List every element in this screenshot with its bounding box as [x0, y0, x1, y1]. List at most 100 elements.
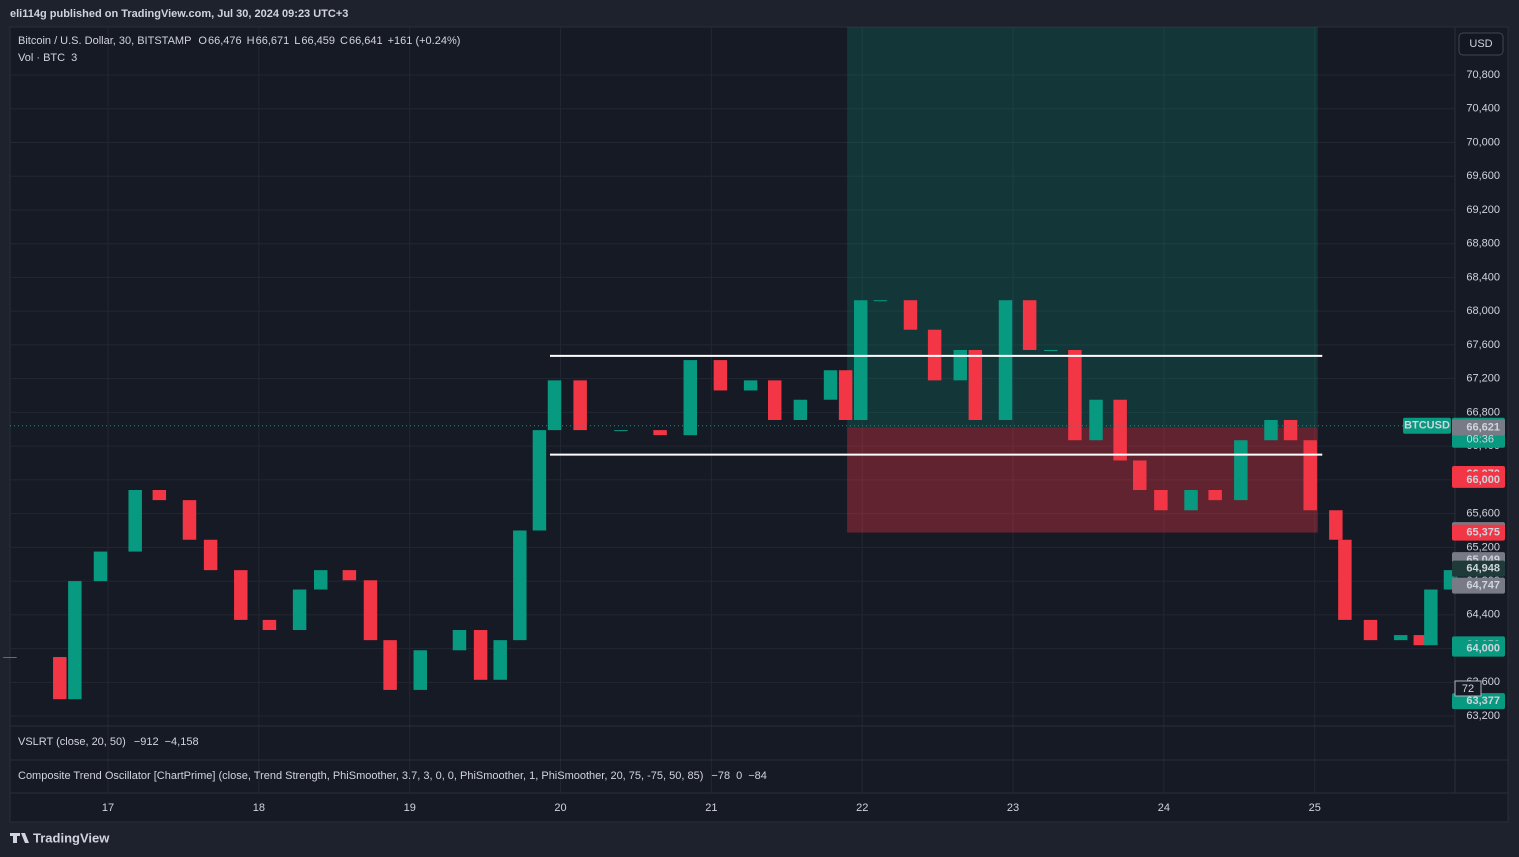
x-tick-label: 22	[856, 802, 868, 814]
candle	[968, 349, 983, 420]
target-zone	[847, 27, 1318, 428]
candle	[547, 380, 562, 431]
candle	[363, 580, 378, 641]
candle	[1424, 589, 1438, 646]
indicator-value: −84	[748, 770, 767, 782]
candle	[342, 570, 357, 581]
candle	[452, 630, 467, 651]
candle	[743, 380, 758, 391]
price-badge-label: 66,621	[1466, 421, 1500, 433]
candle	[313, 570, 328, 590]
x-tick-label: 20	[554, 802, 566, 814]
legend-item: 66,459	[301, 35, 335, 47]
y-tick-label: 66,800	[1466, 406, 1500, 418]
indicator-value: −912	[134, 736, 159, 748]
indicator-value: −4,158	[165, 736, 199, 748]
candle	[203, 539, 218, 571]
y-tick-label: 67,600	[1466, 339, 1500, 351]
legend-item: C	[340, 35, 348, 47]
candle	[93, 551, 108, 582]
candle	[1154, 489, 1168, 511]
candle	[823, 370, 838, 400]
candle	[292, 589, 307, 631]
countdown: 06:36	[1466, 434, 1494, 446]
candle	[873, 300, 888, 302]
price-badge	[1452, 419, 1505, 436]
x-tick-label: 24	[1158, 802, 1170, 814]
symbol-badge: BTCUSD	[1404, 420, 1450, 432]
candle	[953, 349, 967, 381]
currency-button[interactable]	[1458, 32, 1504, 56]
candle	[1413, 635, 1428, 646]
indicator-name: Composite Trend Oscillator [ChartPrime] …	[18, 770, 703, 782]
y-tick-label: 65,600	[1466, 508, 1500, 520]
indicator-name: VSLRT (close, 20, 50)	[18, 736, 126, 748]
candle	[653, 430, 667, 436]
candle	[1393, 635, 1408, 641]
candle	[1022, 300, 1037, 350]
candle	[793, 399, 808, 420]
price-badge-label: 64,948	[1466, 563, 1500, 575]
price-badge	[1452, 560, 1505, 577]
brand-logo	[10, 833, 29, 843]
y-tick-label: 68,000	[1466, 305, 1500, 317]
y-tick-label: 65,200	[1466, 541, 1500, 553]
x-tick-label: 18	[253, 802, 265, 814]
candle	[1264, 419, 1278, 441]
candles	[3, 300, 1458, 700]
candle	[1234, 440, 1248, 501]
candle	[853, 300, 868, 420]
legend-item: 66,641	[349, 35, 383, 47]
indicator-value: 0	[736, 770, 742, 782]
candle	[1338, 539, 1352, 620]
candle	[128, 489, 142, 552]
y-tick-label: 63,200	[1466, 710, 1500, 722]
y-tick-label: 70,800	[1466, 69, 1500, 81]
candle	[1363, 619, 1378, 641]
indicator-values: −912 −4,158 −78 0 −84	[134, 736, 767, 782]
currency-label[interactable]: USD	[1469, 38, 1492, 50]
candle	[513, 530, 527, 641]
candle	[383, 640, 397, 690]
y-tick-label: 68,800	[1466, 238, 1500, 250]
price-badge	[1452, 524, 1505, 541]
legend-item: L	[294, 35, 300, 47]
x-tick-label: 25	[1309, 802, 1321, 814]
candle	[1283, 419, 1298, 441]
candle	[767, 380, 782, 420]
volume-badge: 72	[1462, 683, 1474, 695]
candle	[838, 370, 853, 420]
candle	[3, 657, 17, 659]
candle	[903, 300, 918, 330]
y-tick-label: 69,200	[1466, 204, 1500, 216]
price-badge-label: 63,377	[1466, 695, 1500, 707]
candle	[1113, 399, 1127, 461]
legend-item: H	[247, 35, 255, 47]
zones	[847, 27, 1318, 533]
chart-frame	[9, 26, 1509, 823]
y-tick-label: 64,400	[1466, 609, 1500, 621]
x-tick-label: 19	[404, 802, 416, 814]
legend-item: Bitcoin / U.S. Dollar, 30, BITSTAMP	[18, 35, 191, 47]
overlay	[10, 354, 1455, 456]
candle	[68, 581, 82, 700]
publisher-header: eli114g published on TradingView.com, Ju…	[10, 8, 348, 20]
candle	[182, 500, 197, 540]
candle	[493, 640, 507, 680]
candle	[713, 360, 728, 391]
candle	[1184, 489, 1198, 511]
candle	[683, 360, 698, 436]
candle	[473, 630, 488, 680]
candle	[234, 570, 248, 620]
y-tick-label: 69,600	[1466, 170, 1500, 182]
price-badge	[1452, 577, 1505, 594]
legend: Bitcoin / U.S. Dollar, 30, BITSTAMP O 66,4…	[18, 35, 460, 64]
price-badge	[1452, 640, 1505, 657]
grid	[10, 27, 1455, 793]
candle	[1044, 349, 1058, 351]
candle	[1303, 440, 1317, 511]
legend-item: O	[198, 35, 207, 47]
candle	[1089, 399, 1103, 441]
price-badge	[1452, 471, 1505, 488]
